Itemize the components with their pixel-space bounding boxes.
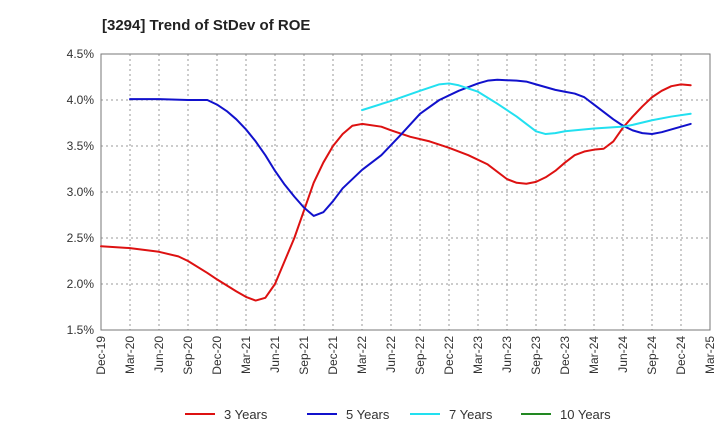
legend-label: 7 Years: [449, 407, 493, 422]
y-tick-label: 2.5%: [67, 231, 95, 245]
x-tick-label: Jun-22: [384, 336, 398, 373]
x-tick-label: Mar-24: [587, 336, 601, 374]
x-tick-label: Dec-21: [326, 336, 340, 375]
x-tick-label: Mar-21: [239, 336, 253, 374]
legend-label: 3 Years: [224, 407, 268, 422]
x-tick-label: Jun-20: [152, 336, 166, 373]
x-axis: Dec-19 Mar-20 Jun-20 Sep-20 Dec-20 Mar-21 Jun-…: [94, 336, 717, 375]
y-tick-label: 4.5%: [67, 47, 95, 61]
x-tick-label: Jun-21: [268, 336, 282, 373]
x-tick-label: Dec-24: [674, 336, 688, 375]
legend-label: 5 Years: [346, 407, 390, 422]
x-tick-label: Jun-24: [616, 336, 630, 373]
x-tick-label: Mar-22: [355, 336, 369, 374]
series-line-7-years: [361, 82, 692, 136]
x-tick-label: Sep-20: [181, 336, 195, 375]
x-tick-label: Jun-23: [500, 336, 514, 373]
x-tick-label: Dec-20: [210, 336, 224, 375]
x-tick-label: Dec-22: [442, 336, 456, 375]
x-tick-label: Mar-20: [123, 336, 137, 374]
y-axis: 1.5% 2.0% 2.5% 3.0% 3.5% 4.0% 4.5%: [67, 47, 95, 337]
x-tick-label: Mar-23: [471, 336, 485, 374]
y-tick-label: 4.0%: [67, 93, 95, 107]
plot-frame: [100, 53, 711, 331]
y-tick-label: 3.0%: [67, 185, 95, 199]
x-tick-label: Sep-21: [297, 336, 311, 375]
series: [100, 78, 692, 302]
x-tick-label: Mar-25: [703, 336, 717, 374]
x-tick-label: Dec-19: [94, 336, 108, 375]
legend-label: 10 Years: [560, 407, 611, 422]
x-tick-label: Dec-23: [558, 336, 572, 375]
x-tick-label: Sep-24: [645, 336, 659, 375]
legend: 3 Years 5 Years 7 Years 10 Years: [185, 407, 611, 422]
series-line-3-years: [100, 83, 692, 302]
x-tick-label: Sep-23: [529, 336, 543, 375]
y-tick-label: 2.0%: [67, 277, 95, 291]
series-line-5-years: [129, 78, 692, 217]
chart-title: [3294] Trend of StDev of ROE: [102, 17, 310, 34]
x-tick-label: Sep-22: [413, 336, 427, 375]
y-tick-label: 3.5%: [67, 139, 95, 153]
y-tick-label: 1.5%: [67, 323, 95, 337]
